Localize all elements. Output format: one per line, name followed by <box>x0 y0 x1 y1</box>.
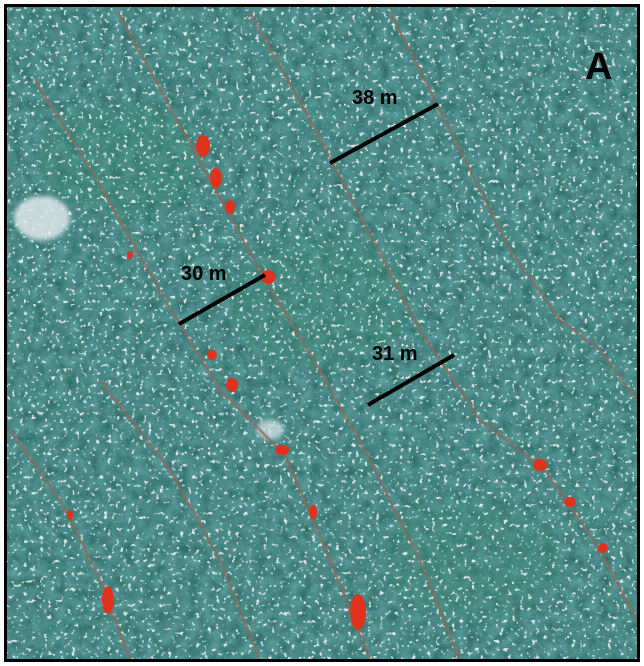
clearing <box>14 196 70 240</box>
red-cluster <box>210 168 222 188</box>
red-cluster <box>598 543 608 553</box>
page: {"panel_label": "A", "measurements": [{"… <box>0 0 644 666</box>
measurement-label: 30 m <box>181 263 227 285</box>
red-cluster <box>350 594 366 630</box>
red-cluster <box>67 510 73 520</box>
measurement-label: 38 m <box>352 87 398 109</box>
red-cluster <box>127 251 133 259</box>
bright-speckles <box>7 7 637 659</box>
red-cluster <box>226 378 238 392</box>
satellite-image: 38 m 30 m 31 m A <box>7 7 637 660</box>
red-cluster <box>309 505 317 519</box>
red-cluster <box>533 459 547 471</box>
measurement-label: 31 m <box>372 343 418 365</box>
red-cluster <box>275 445 289 455</box>
panel-label: A <box>585 46 612 88</box>
red-cluster <box>207 350 217 360</box>
red-cluster <box>196 135 210 157</box>
red-cluster <box>564 497 576 507</box>
red-cluster <box>102 586 114 614</box>
figure: 38 m 30 m 31 m A <box>0 0 644 666</box>
red-cluster <box>225 200 235 214</box>
